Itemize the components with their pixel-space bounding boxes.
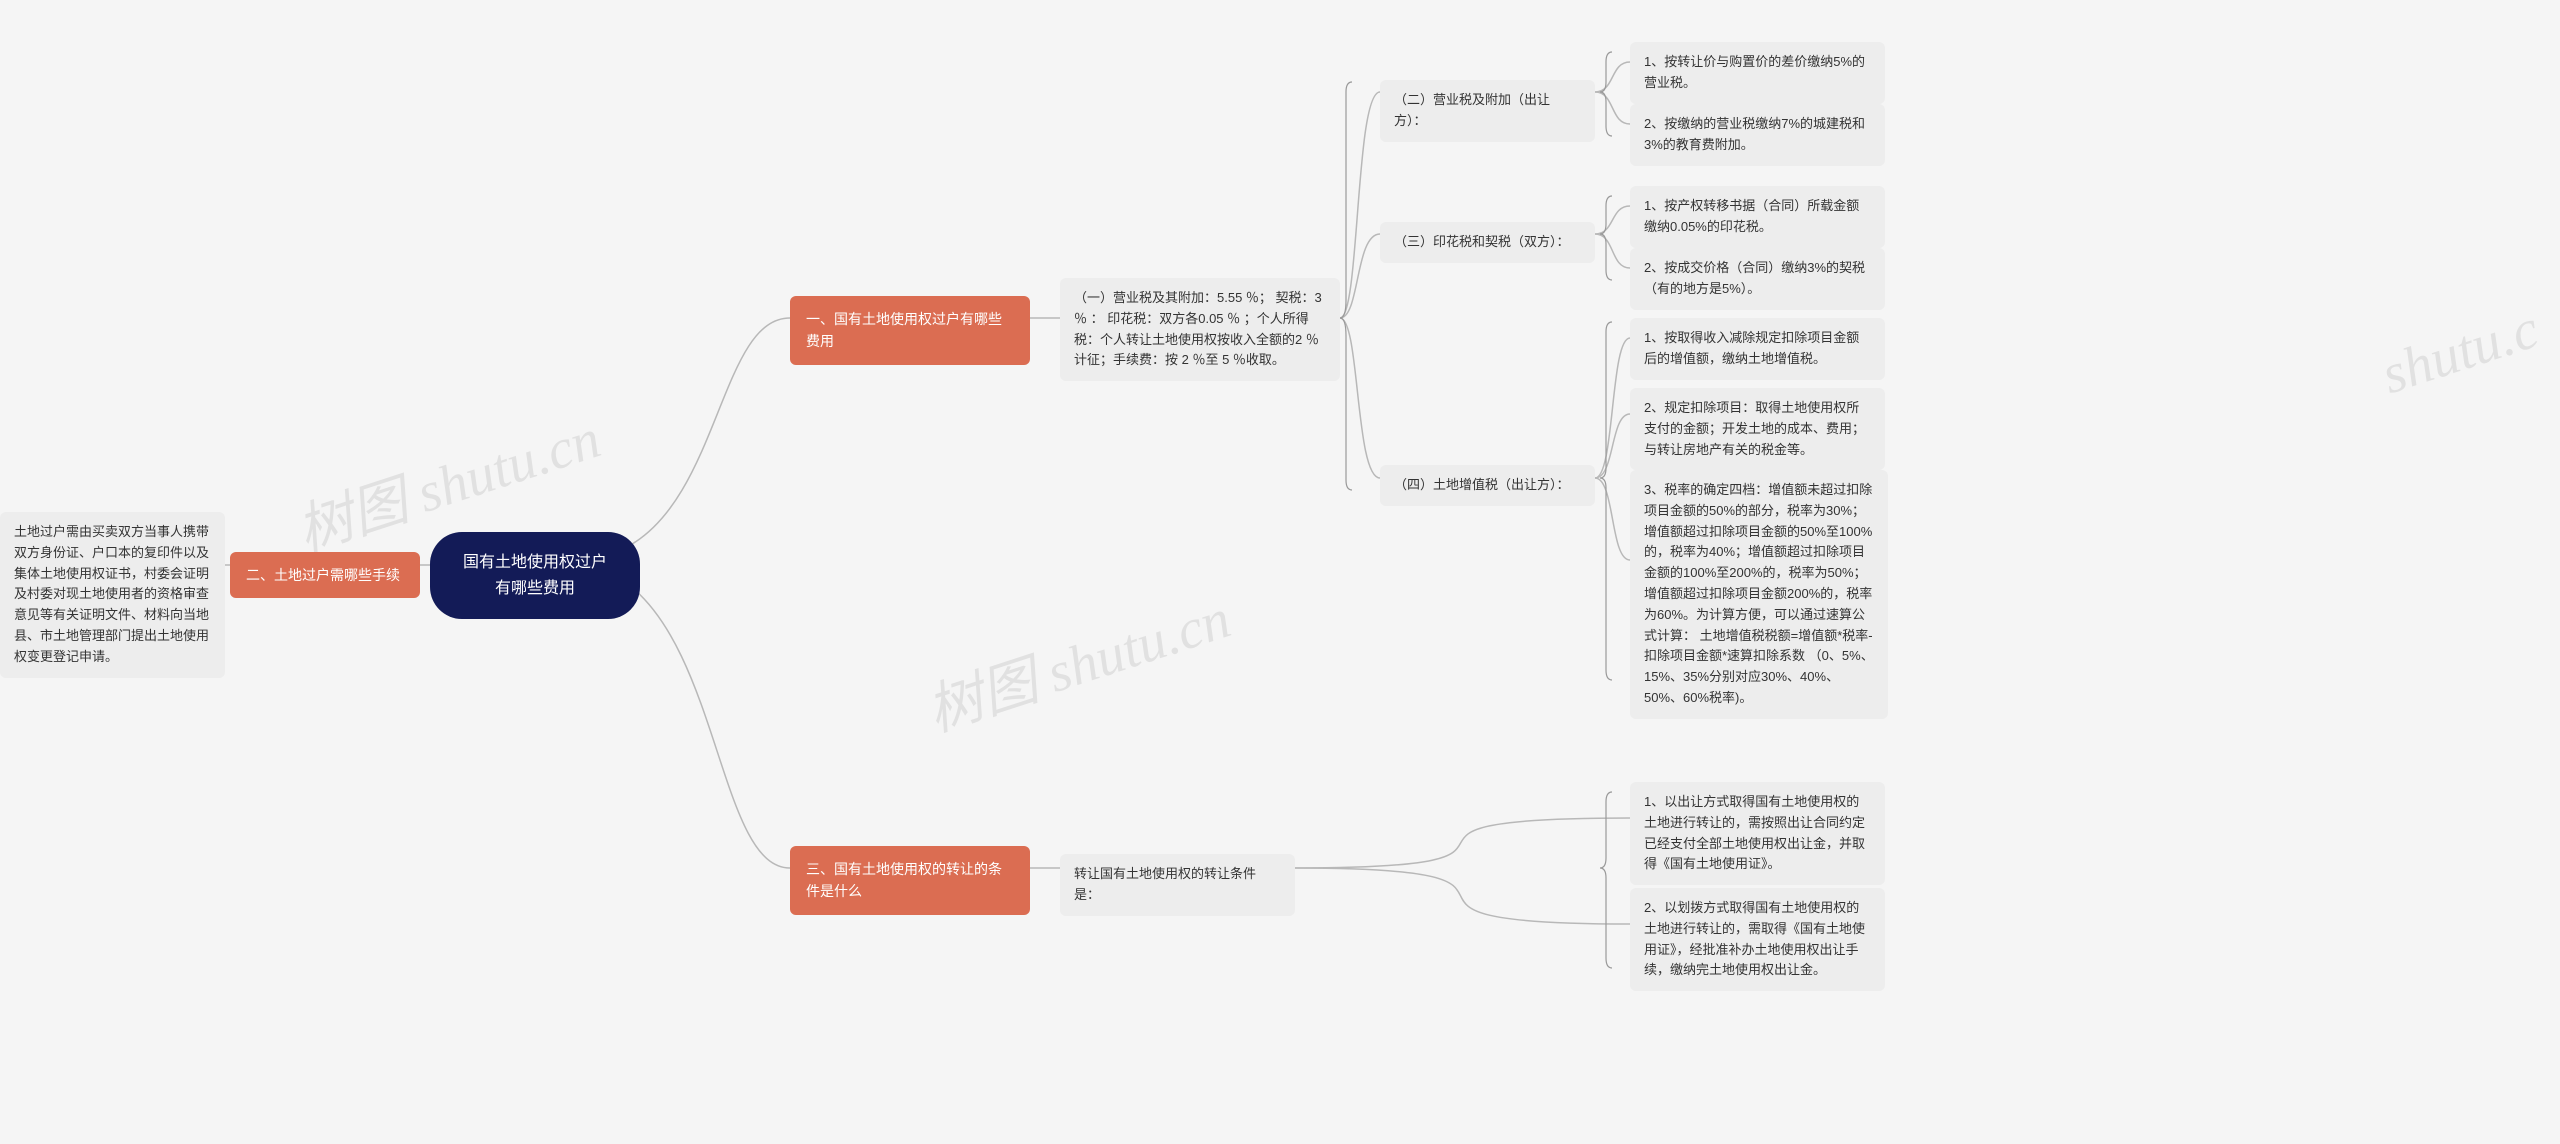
- branch-3-leaf-1[interactable]: 1、以出让方式取得国有土地使用权的土地进行转让的，需按照出让合同约定已经支付全部…: [1630, 782, 1885, 885]
- branch-3-cond[interactable]: 转让国有土地使用权的转让条件是：: [1060, 854, 1295, 916]
- watermark: shutu.c: [2374, 297, 2546, 407]
- branch-1-title[interactable]: 一、国有土地使用权过户有哪些费用: [790, 296, 1030, 365]
- branch-3-title[interactable]: 三、国有土地使用权的转让的条件是什么: [790, 846, 1030, 915]
- branch-2-leaf[interactable]: 土地过户需由买卖双方当事人携带双方身份证、户口本的复印件以及集体土地使用权证书，…: [0, 512, 225, 678]
- branch-1-sub-2-leaf-1[interactable]: 1、按转让价与购置价的差价缴纳5%的营业税。: [1630, 42, 1885, 104]
- branch-1-sub-2-leaf-2[interactable]: 2、按缴纳的营业税缴纳7%的城建税和3%的教育费附加。: [1630, 104, 1885, 166]
- branch-1-sub-3[interactable]: （三）印花税和契税（双方）：: [1380, 222, 1595, 263]
- branch-1-sub-4[interactable]: （四）土地增值税（出让方）：: [1380, 465, 1595, 506]
- branch-1-sub-3-leaf-2[interactable]: 2、按成交价格（合同）缴纳3%的契税（有的地方是5%）。: [1630, 248, 1885, 310]
- branch-1-sub-3-leaf-1[interactable]: 1、按产权转移书据（合同）所载金额缴纳0.05%的印花税。: [1630, 186, 1885, 248]
- branch-1-sub-2[interactable]: （二）营业税及附加（出让方）：: [1380, 80, 1595, 142]
- branch-1-summary[interactable]: （一）营业税及其附加：5.55 ％； 契税：3 ％ ： 印花税：双方各0.05 …: [1060, 278, 1340, 381]
- root-node[interactable]: 国有土地使用权过户有哪些费用: [430, 532, 640, 619]
- branch-3-leaf-2[interactable]: 2、以划拨方式取得国有土地使用权的土地进行转让的，需取得《国有土地使用证》，经批…: [1630, 888, 1885, 991]
- branch-2-title[interactable]: 二、土地过户需哪些手续: [230, 552, 420, 598]
- branch-1-sub-4-leaf-3[interactable]: 3、税率的确定四档：增值额未超过扣除项目金额的50%的部分，税率为30%；增值额…: [1630, 470, 1888, 719]
- branch-1-sub-4-leaf-2[interactable]: 2、规定扣除项目：取得土地使用权所支付的金额；开发土地的成本、费用；与转让房地产…: [1630, 388, 1885, 470]
- branch-1-sub-4-leaf-1[interactable]: 1、按取得收入减除规定扣除项目金额后的增值额，缴纳土地增值税。: [1630, 318, 1885, 380]
- watermark: 树图 shutu.cn: [915, 573, 1239, 747]
